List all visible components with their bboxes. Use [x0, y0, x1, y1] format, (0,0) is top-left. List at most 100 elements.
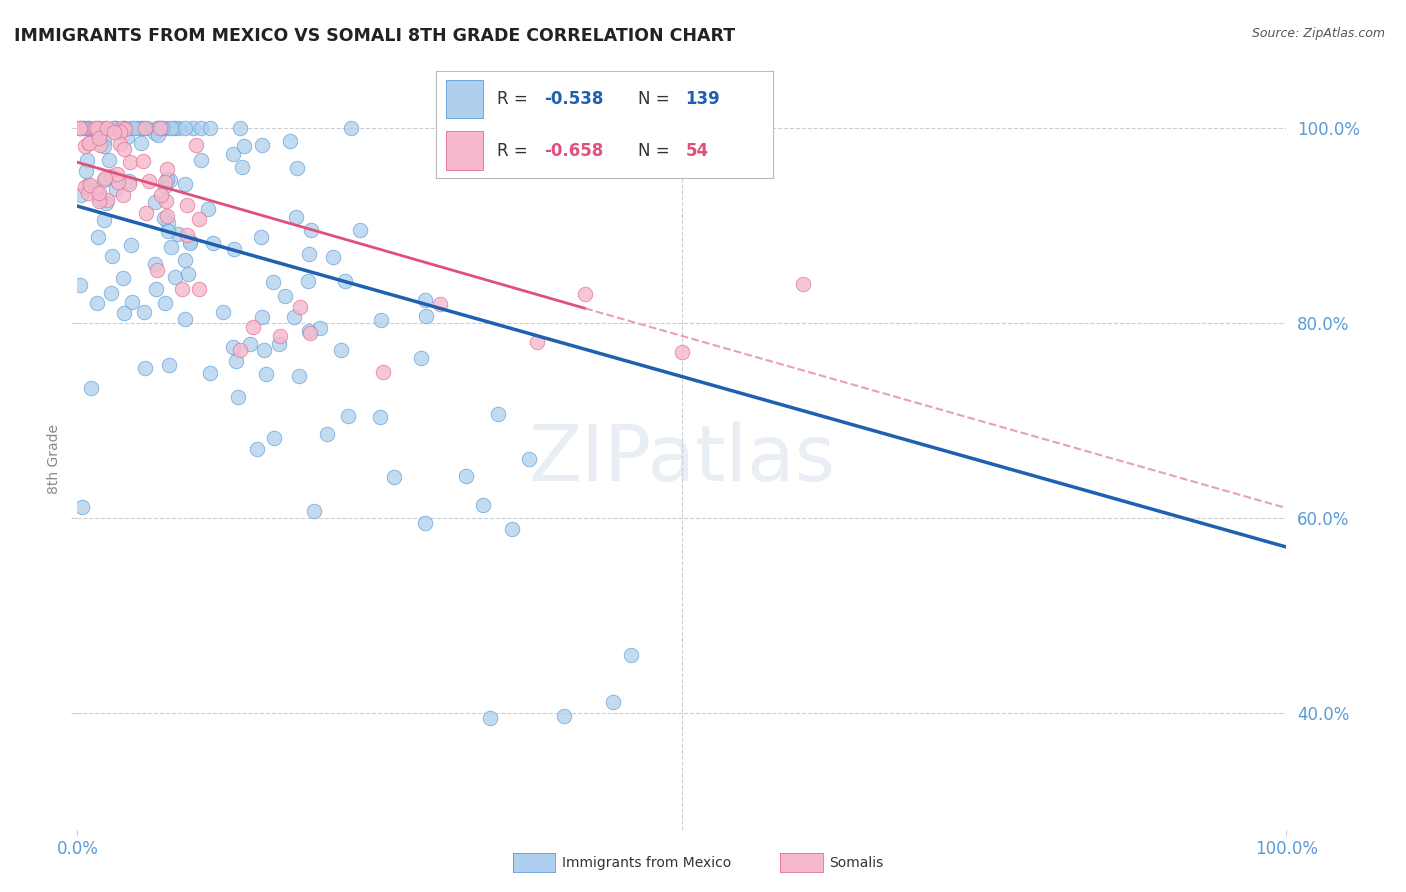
Point [73, 179, 96, 194]
Point [89, 186, 111, 200]
Point [415, 516, 437, 531]
Point [382, 470, 405, 484]
Point [150, 121, 173, 136]
Text: IMMIGRANTS FROM MEXICO VS SOMALI 8TH GRADE CORRELATION CHART: IMMIGRANTS FROM MEXICO VS SOMALI 8TH GRA… [14, 27, 735, 45]
Point [620, 648, 643, 663]
Point [284, 210, 307, 224]
Point [262, 275, 284, 289]
Point [100, 169, 122, 184]
Point [146, 121, 169, 136]
Point [118, 174, 141, 188]
Point [222, 146, 245, 161]
Point [792, 277, 814, 291]
Point [114, 122, 136, 136]
Point [138, 174, 160, 188]
Point [239, 337, 262, 351]
Point [287, 368, 309, 383]
Point [118, 155, 141, 169]
Point [122, 121, 145, 136]
Point [127, 121, 149, 136]
Point [89, 137, 111, 152]
Point [75, 139, 97, 153]
Point [70, 188, 93, 202]
Point [80, 381, 103, 395]
Point [131, 136, 153, 150]
Point [299, 223, 322, 237]
Point [107, 175, 129, 189]
Point [602, 695, 624, 709]
Point [156, 209, 179, 223]
Point [87, 194, 110, 209]
Y-axis label: 8th Grade: 8th Grade [46, 425, 60, 494]
Point [149, 188, 172, 202]
Point [231, 161, 253, 175]
Point [340, 121, 363, 136]
Point [134, 121, 156, 136]
Point [479, 711, 502, 725]
Point [75, 121, 97, 136]
Point [159, 172, 181, 186]
Point [72, 121, 94, 136]
Point [93, 132, 115, 146]
Point [143, 257, 166, 271]
Point [202, 235, 225, 250]
Point [176, 198, 198, 212]
Point [96, 121, 118, 136]
Point [415, 309, 437, 323]
Point [269, 329, 291, 343]
Point [574, 286, 596, 301]
Point [129, 121, 152, 136]
Text: -0.658: -0.658 [544, 142, 603, 160]
Point [150, 121, 173, 136]
Point [337, 409, 360, 423]
Point [153, 295, 176, 310]
Point [103, 121, 125, 136]
Point [105, 182, 128, 196]
Point [157, 358, 180, 372]
Point [87, 230, 110, 244]
Point [229, 121, 252, 136]
Point [105, 167, 128, 181]
Point [93, 173, 115, 187]
Point [298, 247, 321, 261]
Point [108, 125, 131, 139]
Point [160, 121, 183, 136]
Point [135, 206, 157, 220]
Point [75, 164, 97, 178]
Point [167, 227, 190, 242]
Point [333, 274, 356, 288]
Point [146, 263, 169, 277]
Point [288, 300, 311, 314]
Point [152, 211, 174, 226]
Text: R =: R = [496, 90, 533, 108]
Point [96, 196, 118, 211]
Point [112, 143, 135, 157]
Point [454, 469, 477, 483]
Point [186, 138, 208, 153]
Point [135, 121, 157, 136]
Point [111, 271, 134, 285]
Point [86, 121, 108, 136]
Point [181, 121, 204, 136]
Text: ZIPatlas: ZIPatlas [529, 421, 835, 498]
Point [250, 310, 273, 324]
Point [517, 451, 540, 466]
Point [145, 282, 167, 296]
Point [173, 252, 195, 267]
Point [179, 235, 201, 250]
Text: 54: 54 [686, 142, 709, 160]
Point [93, 212, 115, 227]
Point [229, 343, 252, 357]
Point [370, 312, 392, 326]
Point [94, 121, 117, 136]
Point [472, 498, 495, 512]
Point [89, 192, 111, 206]
Point [104, 121, 127, 136]
Point [69, 277, 91, 292]
Point [77, 121, 100, 136]
Point [250, 138, 273, 153]
Point [163, 121, 186, 136]
Point [246, 442, 269, 457]
Point [225, 354, 247, 368]
Point [108, 136, 131, 151]
